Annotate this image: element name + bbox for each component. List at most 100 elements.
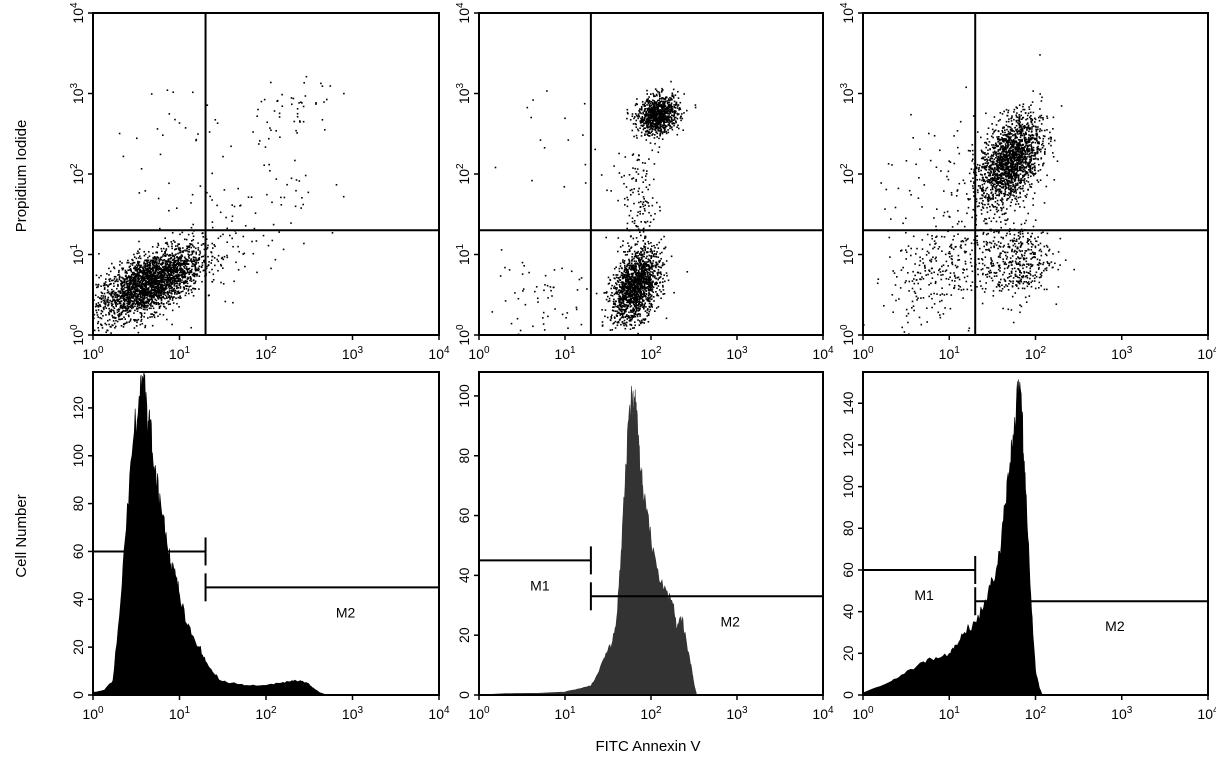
data-point bbox=[201, 264, 204, 266]
data-point bbox=[669, 110, 672, 113]
data-point bbox=[129, 283, 132, 286]
data-point bbox=[210, 262, 212, 264]
data-point bbox=[656, 110, 658, 113]
data-point bbox=[664, 125, 667, 127]
data-point bbox=[123, 295, 125, 298]
data-point bbox=[149, 275, 151, 278]
data-point bbox=[644, 102, 646, 104]
data-point bbox=[648, 259, 650, 262]
data-point bbox=[150, 273, 152, 275]
data-point bbox=[255, 240, 258, 242]
data-point bbox=[161, 285, 164, 287]
data-point bbox=[190, 246, 193, 249]
data-point bbox=[168, 113, 171, 115]
data-point bbox=[618, 293, 620, 296]
data-point bbox=[173, 281, 175, 284]
data-point bbox=[163, 306, 166, 308]
data-point bbox=[626, 263, 629, 266]
data-point bbox=[151, 286, 154, 288]
data-point bbox=[638, 110, 641, 113]
data-point bbox=[631, 265, 633, 268]
data-point bbox=[637, 289, 639, 291]
data-point bbox=[151, 262, 154, 264]
data-point bbox=[152, 252, 154, 255]
data-point bbox=[122, 326, 125, 328]
data-point bbox=[202, 236, 205, 238]
data-point bbox=[165, 307, 167, 310]
data-point bbox=[145, 289, 147, 291]
data-point bbox=[620, 306, 622, 308]
data-point bbox=[166, 261, 168, 263]
data-point bbox=[135, 300, 138, 302]
data-point bbox=[646, 113, 648, 116]
data-point bbox=[110, 302, 113, 305]
data-point bbox=[161, 250, 163, 252]
data-point bbox=[612, 310, 615, 312]
data-point bbox=[179, 233, 181, 236]
data-point bbox=[634, 122, 637, 125]
data-point bbox=[122, 302, 125, 304]
data-point bbox=[640, 262, 642, 265]
data-point bbox=[129, 278, 131, 281]
data-point bbox=[655, 264, 658, 266]
data-point bbox=[644, 302, 646, 304]
data-point bbox=[178, 275, 180, 277]
data-point bbox=[172, 276, 175, 279]
data-point bbox=[143, 316, 145, 318]
data-point bbox=[173, 277, 176, 280]
data-point bbox=[109, 278, 112, 280]
data-point bbox=[217, 254, 220, 257]
data-point bbox=[122, 277, 125, 280]
data-point bbox=[197, 242, 199, 244]
data-point bbox=[143, 294, 145, 296]
data-point bbox=[324, 129, 326, 131]
data-point bbox=[111, 314, 113, 317]
data-point bbox=[640, 131, 643, 134]
data-point bbox=[271, 239, 274, 242]
data-point bbox=[104, 297, 106, 299]
data-point bbox=[644, 115, 647, 118]
data-point bbox=[640, 285, 642, 287]
data-point bbox=[640, 283, 642, 286]
data-point bbox=[165, 279, 168, 282]
data-point bbox=[207, 264, 210, 267]
data-point bbox=[130, 292, 133, 294]
data-point bbox=[112, 290, 115, 292]
data-point bbox=[126, 302, 128, 305]
data-point bbox=[653, 100, 656, 102]
data-point bbox=[146, 264, 149, 267]
data-point bbox=[108, 284, 111, 286]
data-point bbox=[638, 292, 641, 294]
data-point bbox=[637, 298, 639, 301]
data-point bbox=[178, 262, 180, 264]
data-point bbox=[232, 245, 234, 248]
data-point bbox=[166, 280, 168, 283]
data-point bbox=[191, 265, 193, 268]
data-point bbox=[119, 302, 122, 305]
data-point bbox=[118, 318, 120, 320]
data-point bbox=[192, 295, 195, 297]
data-point bbox=[635, 288, 637, 290]
data-point bbox=[97, 322, 99, 325]
x-tick-label: 103 bbox=[342, 345, 364, 362]
data-point bbox=[174, 241, 176, 243]
data-point bbox=[187, 263, 189, 265]
data-point bbox=[162, 134, 164, 136]
data-point bbox=[632, 289, 634, 291]
data-point bbox=[655, 253, 657, 255]
data-point bbox=[635, 256, 638, 258]
data-point bbox=[644, 287, 647, 289]
data-point bbox=[660, 103, 663, 106]
data-point bbox=[242, 253, 244, 255]
data-point bbox=[615, 282, 617, 284]
data-point bbox=[642, 255, 645, 258]
data-point bbox=[642, 103, 644, 106]
data-point bbox=[662, 126, 664, 128]
data-point bbox=[198, 268, 200, 270]
data-point bbox=[627, 304, 629, 306]
data-point bbox=[107, 304, 109, 307]
data-point bbox=[638, 282, 641, 284]
data-point bbox=[663, 129, 666, 132]
data-point bbox=[152, 284, 155, 287]
data-point bbox=[190, 280, 193, 282]
